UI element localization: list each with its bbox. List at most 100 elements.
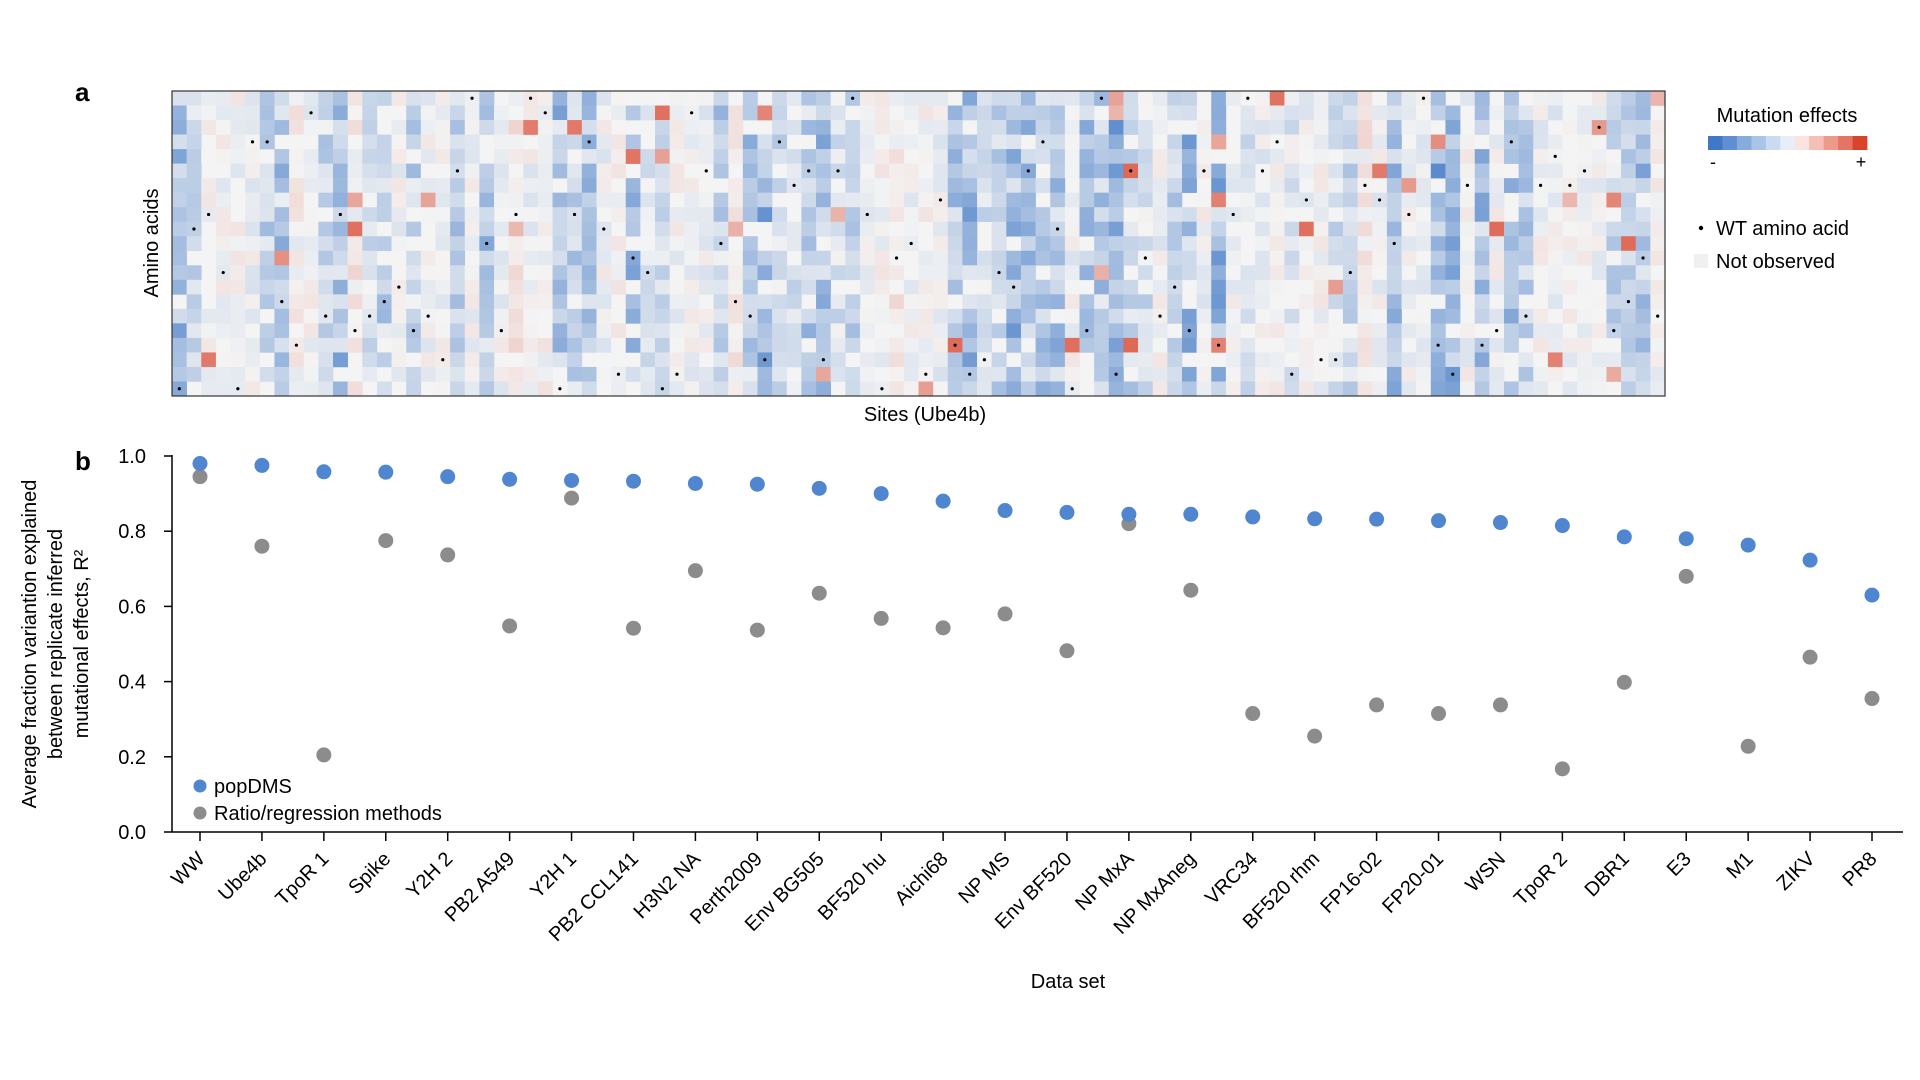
heatmap-cell (786, 308, 802, 324)
heatmap-cell (1372, 265, 1388, 281)
heatmap-cell (1547, 279, 1563, 295)
heatmap-cell (1094, 250, 1110, 266)
heatmap-cell (1328, 105, 1344, 121)
heatmap-cell (713, 308, 729, 324)
heatmap-cell (581, 323, 597, 339)
heatmap-cell (640, 308, 656, 324)
ratio-regression-point (1554, 761, 1570, 777)
heatmap-cell (772, 366, 788, 382)
heatmap-cell (303, 352, 319, 368)
heatmap-cell (391, 294, 407, 310)
heatmap-cell (816, 381, 831, 397)
heatmap-cell (376, 236, 392, 252)
heatmap-cell (1284, 163, 1300, 179)
y-axis-label-line-2: between replicate inferred (45, 529, 67, 759)
heatmap-cell (303, 120, 319, 135)
heatmap-cell (552, 221, 568, 237)
heatmap-cell (1181, 381, 1197, 397)
heatmap-cell (1020, 265, 1036, 281)
heatmap-cell (186, 120, 202, 135)
heatmap-cell (1328, 163, 1344, 179)
wt-amino-acid-marker (382, 300, 386, 304)
ratio-regression-point (1802, 649, 1818, 665)
heatmap-cell (1386, 163, 1402, 179)
heatmap-cell (1533, 221, 1549, 237)
heatmap-cell (1328, 294, 1344, 310)
heatmap-cell (640, 279, 656, 295)
heatmap-cell (537, 163, 553, 179)
heatmap-cell (816, 250, 831, 266)
heatmap-cell (1035, 294, 1051, 310)
heatmap-cell (376, 134, 392, 150)
heatmap-cell (933, 163, 949, 179)
heatmap-cell (1357, 337, 1373, 353)
heatmap-cell (406, 381, 422, 397)
heatmap-cell (318, 134, 334, 150)
heatmap-cell (933, 337, 949, 353)
heatmap-cell (1035, 207, 1051, 223)
heatmap-cell (1123, 337, 1139, 353)
heatmap-cell (215, 308, 231, 324)
heatmap-cell (172, 366, 187, 382)
heatmap-cell (728, 323, 744, 339)
heatmap-cell (596, 192, 612, 208)
heatmap-cell (1650, 250, 1666, 266)
x-tick-label: Y2H 2 (402, 848, 457, 903)
heatmap-cell (289, 265, 305, 281)
heatmap-cell (1489, 265, 1505, 281)
heatmap-cell (362, 163, 378, 179)
heatmap-cell (1299, 337, 1315, 353)
heatmap-cell (1562, 221, 1578, 237)
heatmap-cell (816, 323, 831, 339)
heatmap-cell (1518, 149, 1534, 164)
popdms-point (254, 457, 270, 473)
heatmap-cell (947, 265, 963, 281)
heatmap-cell (406, 279, 422, 295)
heatmap-cell (611, 279, 627, 295)
heatmap-cell (977, 323, 992, 339)
heatmap-cell (1313, 178, 1329, 193)
heatmap-cell (742, 163, 758, 179)
heatmap-cell (655, 250, 670, 266)
heatmap-cell (1635, 221, 1651, 237)
heatmap-cell (420, 279, 436, 295)
heatmap-cell (874, 308, 890, 324)
heatmap-cell (1591, 163, 1607, 179)
y-axis-label-line-3: mutational effects, R² (71, 549, 93, 738)
heatmap-cell (772, 105, 788, 121)
heatmap-cell (1123, 221, 1139, 237)
heatmap-cell (1328, 120, 1344, 135)
colorbar-swatch (1823, 136, 1839, 150)
heatmap-cell (1284, 323, 1300, 339)
heatmap-cell (274, 207, 290, 223)
heatmap-cell (1269, 178, 1285, 193)
heatmap-cell (933, 178, 949, 193)
heatmap-cell (1240, 366, 1256, 382)
heatmap-cell (1094, 236, 1110, 252)
heatmap-cell (1211, 192, 1227, 208)
wt-amino-acid-marker (543, 111, 547, 115)
x-tick-label: TpoR 2 (1510, 848, 1572, 910)
heatmap-cell (1606, 250, 1622, 266)
heatmap-cell (1181, 337, 1197, 353)
heatmap-cell (1533, 366, 1549, 382)
heatmap-cell (1489, 192, 1505, 208)
heatmap-cell (1460, 192, 1476, 208)
heatmap-cell (1240, 265, 1256, 281)
wt-amino-acid-marker (997, 270, 1001, 275)
heatmap-cell (259, 279, 275, 295)
heatmap-y-axis-label: Amino acids (141, 189, 163, 298)
heatmap-cell (479, 279, 495, 295)
heatmap-cell (1430, 236, 1446, 252)
heatmap-cell (1503, 149, 1519, 164)
heatmap-cell (1328, 91, 1344, 106)
heatmap-cell (1138, 265, 1153, 281)
heatmap-panel: Sites (Ube4b) Amino acids (141, 90, 1666, 426)
heatmap-cell (376, 265, 392, 281)
heatmap-cell (245, 105, 261, 121)
heatmap-cell (274, 352, 290, 368)
heatmap-cell (406, 120, 422, 135)
heatmap-cell (1386, 120, 1402, 135)
wt-amino-acid-marker (426, 314, 430, 318)
heatmap-cell (464, 366, 480, 382)
